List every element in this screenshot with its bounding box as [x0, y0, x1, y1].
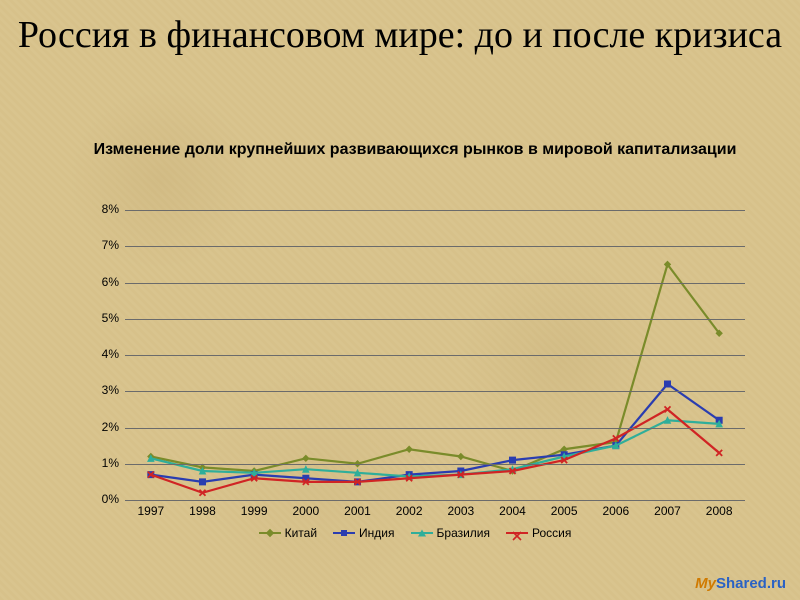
chart: Изменение доли крупнейших развивающихся …: [75, 140, 755, 550]
series-line-Китай: [151, 264, 719, 471]
gridline: [125, 500, 745, 501]
x-tick-label: 2001: [336, 504, 380, 518]
x-tick-label: 2006: [594, 504, 638, 518]
legend-item: Индия: [333, 526, 394, 540]
legend-label: Индия: [359, 526, 394, 540]
gridline: [125, 246, 745, 247]
gridline: [125, 283, 745, 284]
watermark-suffix: Shared.ru: [716, 575, 786, 592]
series-line-Россия: [151, 409, 719, 492]
gridline: [125, 428, 745, 429]
y-tick-label: 2%: [89, 420, 119, 434]
x-tick-label: 2002: [387, 504, 431, 518]
x-tick-label: 1999: [232, 504, 276, 518]
y-tick-label: 5%: [89, 311, 119, 325]
y-tick-label: 0%: [89, 492, 119, 506]
chart-title: Изменение доли крупнейших развивающихся …: [75, 140, 755, 159]
slide: Россия в финансовом мире: до и после кри…: [0, 0, 800, 600]
legend-line-icon: [411, 532, 433, 534]
legend-label: Бразилия: [437, 526, 491, 540]
gridline: [125, 210, 745, 211]
legend-item: Бразилия: [411, 526, 491, 540]
x-tick-label: 2008: [697, 504, 741, 518]
x-tick-label: 2003: [439, 504, 483, 518]
y-tick-label: 8%: [89, 202, 119, 216]
series-marker: [200, 479, 206, 485]
marker-icon: [418, 530, 426, 537]
legend-line-icon: [333, 532, 355, 534]
legend-line-icon: [506, 532, 528, 534]
y-tick-label: 6%: [89, 275, 119, 289]
legend-line-icon: [259, 532, 281, 534]
chart-legend: Китай Индия Бразилия Россия: [75, 526, 755, 540]
series-marker: [458, 454, 464, 460]
y-tick-label: 1%: [89, 456, 119, 470]
watermark: MyShared.ru: [695, 575, 786, 592]
gridline: [125, 319, 745, 320]
x-tick-label: 1997: [129, 504, 173, 518]
legend-label: Россия: [532, 526, 571, 540]
x-tick-label: 1998: [181, 504, 225, 518]
y-tick-label: 7%: [89, 238, 119, 252]
y-tick-label: 3%: [89, 383, 119, 397]
series-marker: [510, 457, 516, 463]
chart-plot: [125, 210, 745, 500]
legend-item: Россия: [506, 526, 571, 540]
marker-icon: [341, 530, 347, 536]
x-tick-label: 2004: [491, 504, 535, 518]
x-tick-label: 2005: [542, 504, 586, 518]
gridline: [125, 355, 745, 356]
series-line-Индия: [151, 384, 719, 482]
watermark-prefix: My: [695, 575, 716, 592]
series-marker: [303, 455, 309, 461]
x-tick-label: 2000: [284, 504, 328, 518]
x-tick-label: 2007: [646, 504, 690, 518]
gridline: [125, 391, 745, 392]
gridline: [125, 464, 745, 465]
series-marker: [665, 381, 671, 387]
y-tick-label: 4%: [89, 347, 119, 361]
series-marker: [406, 446, 412, 452]
legend-item: Китай: [259, 526, 317, 540]
marker-icon: [265, 529, 273, 537]
marker-icon: [513, 529, 521, 537]
series-marker: [716, 450, 722, 456]
legend-label: Китай: [285, 526, 317, 540]
page-title: Россия в финансовом мире: до и после кри…: [0, 14, 800, 57]
